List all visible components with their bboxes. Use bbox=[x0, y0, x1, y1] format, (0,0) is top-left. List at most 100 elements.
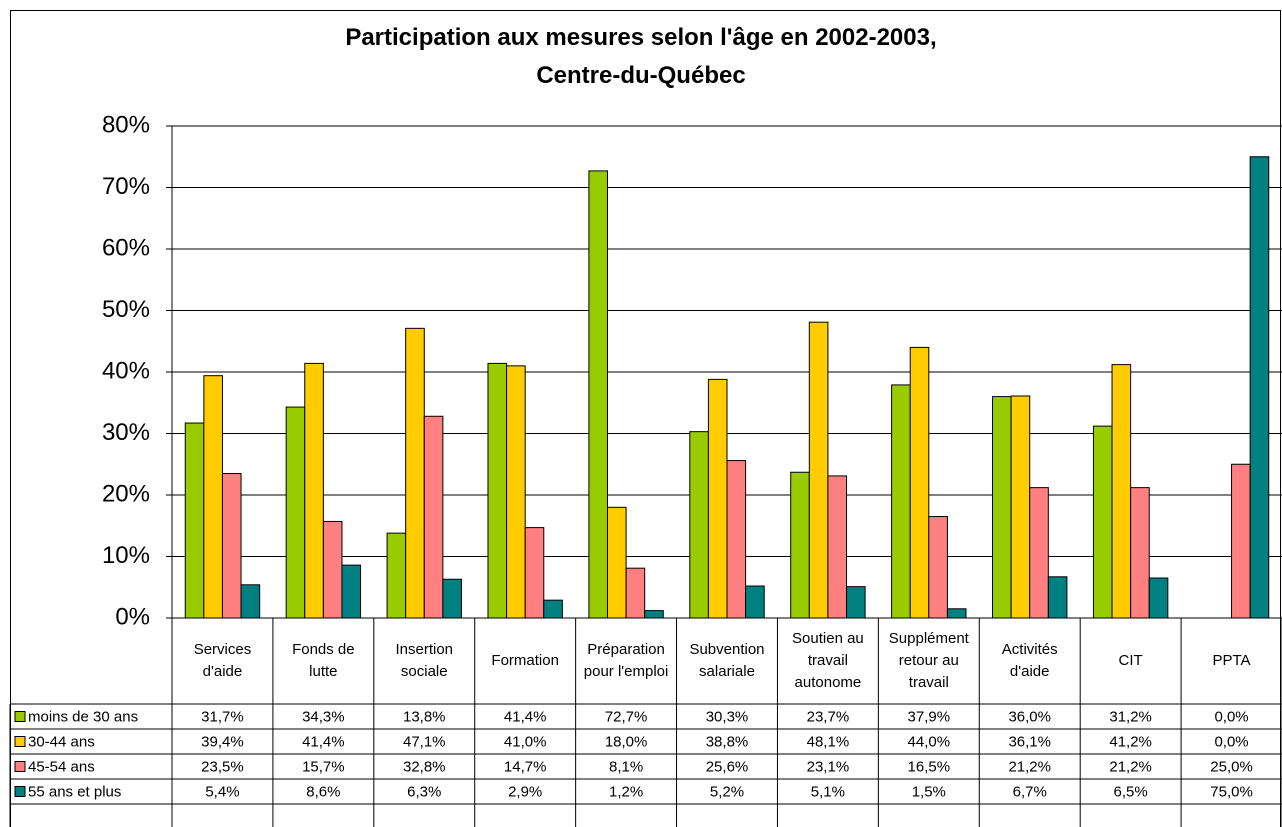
y-tick-label: 30% bbox=[102, 419, 150, 446]
data-label: 2,9% bbox=[508, 783, 542, 800]
data-label: 25,0% bbox=[1210, 758, 1253, 775]
data-label: 38,8% bbox=[706, 733, 749, 750]
data-label: 47,1% bbox=[403, 733, 446, 750]
bar bbox=[543, 599, 563, 619]
data-label: 31,2% bbox=[1109, 708, 1152, 725]
x-tick-label: Soutien au travail autonome bbox=[792, 630, 864, 691]
data-label: 30,3% bbox=[706, 708, 749, 725]
data-label: 5,2% bbox=[710, 783, 744, 800]
data-label: 48,1% bbox=[807, 733, 850, 750]
y-tick-label: 50% bbox=[102, 296, 150, 323]
y-tick-label: 60% bbox=[102, 234, 150, 261]
bar bbox=[726, 460, 747, 619]
bar bbox=[487, 362, 508, 619]
bar bbox=[625, 567, 646, 619]
chart-title: Participation aux mesures selon l'âge en… bbox=[345, 24, 937, 51]
bar bbox=[790, 471, 810, 619]
data-label: 1,2% bbox=[609, 783, 643, 800]
bar bbox=[689, 431, 709, 619]
data-label: 75,0% bbox=[1210, 783, 1253, 800]
bar bbox=[745, 585, 765, 619]
bar bbox=[644, 610, 664, 619]
bar bbox=[992, 396, 1012, 619]
bar bbox=[221, 472, 242, 619]
data-label: 8,6% bbox=[306, 783, 340, 800]
data-label: 13,8% bbox=[403, 708, 446, 725]
legend-swatch bbox=[14, 711, 26, 722]
bar bbox=[322, 520, 343, 619]
data-label: 5,1% bbox=[811, 783, 845, 800]
data-label: 41,2% bbox=[1109, 733, 1152, 750]
data-label: 44,0% bbox=[908, 733, 951, 750]
bar bbox=[1249, 156, 1270, 619]
legend-label: 55 ans et plus bbox=[28, 783, 121, 800]
data-label: 18,0% bbox=[605, 733, 648, 750]
data-label: 23,1% bbox=[807, 758, 850, 775]
data-label: 32,8% bbox=[403, 758, 446, 775]
data-label: 6,5% bbox=[1114, 783, 1148, 800]
data-label: 0,0% bbox=[1214, 708, 1248, 725]
x-tick-label: Insertion sociale bbox=[395, 641, 454, 680]
bar bbox=[1010, 395, 1031, 619]
bar bbox=[203, 375, 223, 619]
data-label: 37,9% bbox=[908, 708, 951, 725]
data-label: 0,0% bbox=[1214, 733, 1248, 750]
data-label: 6,7% bbox=[1013, 783, 1047, 800]
data-label: 41,4% bbox=[302, 733, 345, 750]
y-tick-label: 70% bbox=[102, 173, 150, 200]
data-label: 41,4% bbox=[504, 708, 547, 725]
data-label: 14,7% bbox=[504, 758, 547, 775]
data-label: 72,7% bbox=[605, 708, 648, 725]
bar bbox=[707, 378, 728, 619]
data-label: 39,4% bbox=[201, 733, 244, 750]
y-tick-label: 80% bbox=[102, 111, 150, 138]
legend-swatch bbox=[14, 736, 26, 747]
x-tick-label: PPTA bbox=[1212, 652, 1251, 669]
data-label: 36,1% bbox=[1008, 733, 1051, 750]
legend-label: 45-54 ans bbox=[28, 758, 95, 775]
legend-swatch bbox=[14, 761, 26, 772]
chart-border bbox=[10, 10, 1281, 827]
bar bbox=[423, 415, 444, 619]
data-label: 41,0% bbox=[504, 733, 547, 750]
data-label: 1,5% bbox=[912, 783, 946, 800]
data-label: 21,2% bbox=[1008, 758, 1051, 775]
legend-label: 30-44 ans bbox=[28, 733, 95, 750]
bar bbox=[1231, 463, 1251, 619]
data-label: 15,7% bbox=[302, 758, 345, 775]
bar bbox=[946, 608, 967, 619]
x-tick-label: Formation bbox=[491, 652, 559, 669]
bar bbox=[606, 506, 627, 619]
chart-title: Centre-du-Québec bbox=[536, 62, 746, 89]
bar bbox=[184, 422, 205, 619]
bar bbox=[588, 170, 608, 619]
bar bbox=[846, 586, 866, 619]
data-label: 21,2% bbox=[1109, 758, 1152, 775]
legend-label: moins de 30 ans bbox=[28, 708, 138, 725]
x-tick-label: Activités d'aide bbox=[1001, 641, 1058, 680]
data-label: 16,5% bbox=[908, 758, 951, 775]
y-tick-label: 40% bbox=[102, 357, 150, 384]
bar bbox=[506, 365, 526, 619]
bar bbox=[1092, 425, 1113, 619]
x-tick-label: Préparation pour l'emploi bbox=[583, 641, 669, 680]
x-tick-label: Subvention salariale bbox=[689, 641, 765, 680]
y-tick-label: 20% bbox=[102, 480, 150, 507]
data-label: 31,7% bbox=[201, 708, 244, 725]
bar bbox=[304, 362, 324, 619]
x-tick-label: CIT bbox=[1118, 652, 1143, 669]
data-label: 36,0% bbox=[1008, 708, 1051, 725]
data-label: 8,1% bbox=[609, 758, 643, 775]
bar bbox=[285, 406, 306, 619]
x-tick-label: Supplément retour au travail bbox=[888, 630, 969, 691]
bar bbox=[808, 321, 829, 619]
bar bbox=[442, 578, 462, 619]
x-tick-label: Fonds de lutte bbox=[292, 641, 355, 680]
data-label: 34,3% bbox=[302, 708, 345, 725]
bar bbox=[524, 527, 545, 619]
data-label: 6,3% bbox=[407, 783, 441, 800]
y-tick-label: 0% bbox=[115, 603, 150, 630]
bar bbox=[341, 564, 362, 619]
bar bbox=[1047, 576, 1068, 619]
